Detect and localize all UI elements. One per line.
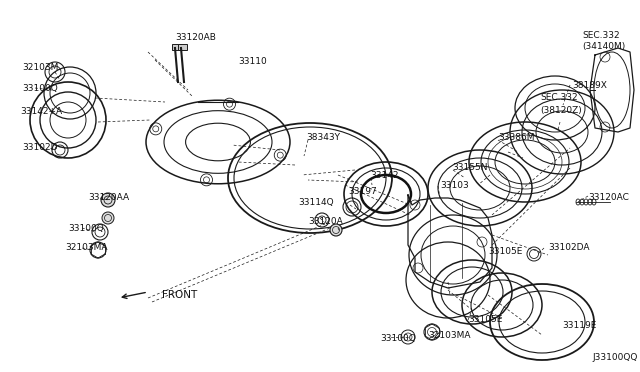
Text: 33110: 33110 <box>238 58 267 67</box>
Text: 33197: 33197 <box>348 187 377 196</box>
Text: 38189X: 38189X <box>572 80 607 90</box>
Text: 33120AB: 33120AB <box>175 33 216 42</box>
Text: 33120A: 33120A <box>308 218 343 227</box>
Text: 33386M: 33386M <box>498 134 534 142</box>
Text: (34140M): (34140M) <box>582 42 625 51</box>
Circle shape <box>330 224 342 236</box>
Text: 33100Q: 33100Q <box>22 83 58 93</box>
Text: SEC.332: SEC.332 <box>540 93 578 103</box>
Text: 33119E: 33119E <box>562 321 596 330</box>
Text: SEC.332: SEC.332 <box>582 31 620 39</box>
Text: 33105E: 33105E <box>488 247 522 257</box>
Text: 32103MA: 32103MA <box>428 330 470 340</box>
Text: 33100Q: 33100Q <box>380 334 416 343</box>
Text: 33155N: 33155N <box>452 164 488 173</box>
Text: 33114Q: 33114Q <box>298 198 333 206</box>
Text: 33103: 33103 <box>440 180 468 189</box>
Text: 32103M: 32103M <box>22 64 58 73</box>
Text: J33100QQ: J33100QQ <box>592 353 637 362</box>
Text: 33102DA: 33102DA <box>548 244 589 253</box>
Text: 33142: 33142 <box>370 170 399 180</box>
Circle shape <box>101 193 115 207</box>
Text: (38120Z): (38120Z) <box>540 106 582 115</box>
Text: 33102D: 33102D <box>22 144 58 153</box>
Text: 33100Q: 33100Q <box>68 224 104 232</box>
Text: 33120AC: 33120AC <box>588 193 629 202</box>
Text: 33105E: 33105E <box>468 315 502 324</box>
Text: 38343Y: 38343Y <box>306 134 340 142</box>
Text: FRONT: FRONT <box>162 290 197 300</box>
Text: 33120AA: 33120AA <box>88 193 129 202</box>
Text: 33142+A: 33142+A <box>20 108 62 116</box>
Bar <box>178 44 187 50</box>
Circle shape <box>102 212 114 224</box>
Text: 32103MA: 32103MA <box>65 244 108 253</box>
Bar <box>172 44 181 50</box>
